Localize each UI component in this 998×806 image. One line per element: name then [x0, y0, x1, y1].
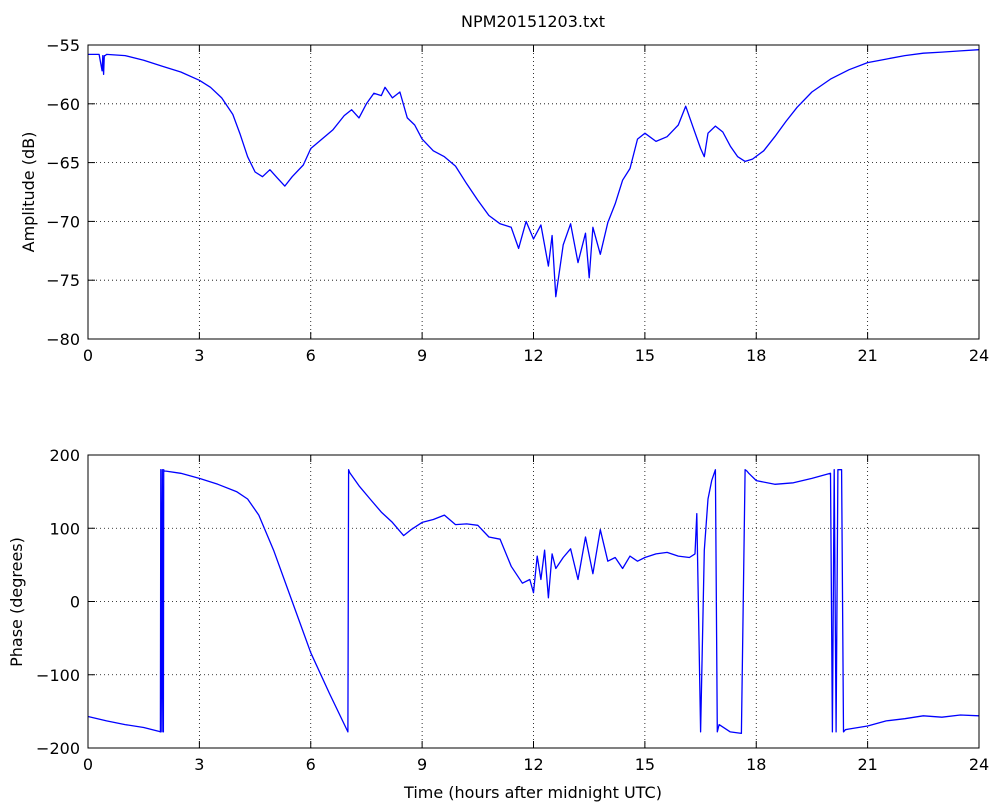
grid	[88, 455, 979, 748]
amplitude-chart: NPM20151203.txt 0 3 6 9 12 15 18 21 24 −55 −60 −65…	[19, 12, 989, 365]
axes	[87, 44, 980, 340]
x-tick-label: 15	[635, 755, 655, 774]
y-tick-label: −65	[46, 154, 80, 173]
y-tick-label: 0	[70, 593, 80, 612]
y-tick-label: −75	[46, 271, 80, 290]
axes	[87, 454, 980, 749]
series-line	[88, 49, 980, 298]
y-tick-label: 100	[49, 519, 80, 538]
y-tick-label: −55	[46, 36, 80, 55]
x-tick-label: 6	[306, 755, 316, 774]
x-tick-label: 0	[83, 755, 93, 774]
x-tick-label: 21	[857, 346, 877, 365]
axes-box	[87, 44, 980, 340]
x-tick-label: 21	[857, 755, 877, 774]
x-tick-label: 3	[194, 346, 204, 365]
y-tick-label: −200	[36, 739, 80, 758]
x-tick-labels: 0 3 6 9 12 15 18 21 24	[83, 755, 989, 774]
x-tick-label: 9	[417, 755, 427, 774]
series-line	[87, 469, 980, 735]
series-line-path	[87, 469, 980, 735]
y-tick-label: −80	[46, 330, 80, 349]
axes-box	[87, 454, 980, 749]
y-tick-label: −60	[46, 95, 80, 114]
x-tick-label: 18	[746, 346, 766, 365]
phase-chart: 0 3 6 9 12 15 18 21 24 200 100 0 −100 −200 Phase (de…	[7, 446, 989, 802]
y-tick-label: −70	[46, 212, 80, 231]
x-tick-label: 18	[746, 755, 766, 774]
x-tick-label: 24	[969, 346, 989, 365]
x-tick-label: 12	[523, 755, 543, 774]
y-tick-labels: −55 −60 −65 −70 −75 −80	[46, 36, 80, 349]
x-tick-labels: 0 3 6 9 12 15 18 21 24	[83, 346, 989, 365]
y-tick-label: 200	[49, 446, 80, 465]
series-line-path	[88, 49, 980, 298]
x-tick-label: 15	[635, 346, 655, 365]
x-tick-label: 3	[194, 755, 204, 774]
chart-title: NPM20151203.txt	[461, 12, 605, 31]
x-axis-label: Time (hours after midnight UTC)	[403, 783, 662, 802]
y-tick-label: −100	[36, 666, 80, 685]
x-tick-label: 6	[306, 346, 316, 365]
x-tick-label: 12	[523, 346, 543, 365]
x-tick-label: 9	[417, 346, 427, 365]
y-tick-labels: 200 100 0 −100 −200	[36, 446, 80, 758]
plot-area	[88, 455, 979, 748]
x-tick-label: 0	[83, 346, 93, 365]
y-axis-label: Amplitude (dB)	[19, 132, 38, 253]
y-axis-label: Phase (degrees)	[7, 537, 26, 667]
x-tick-label: 24	[969, 755, 989, 774]
grid	[88, 45, 979, 339]
